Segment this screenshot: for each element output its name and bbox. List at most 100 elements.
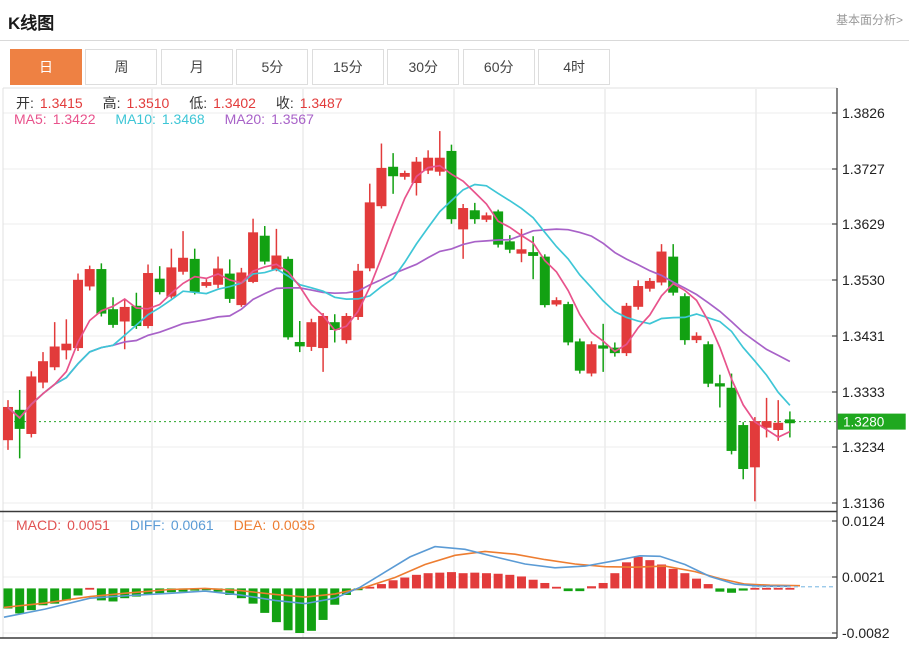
macd-histogram-bar <box>528 579 538 589</box>
diff-line <box>3 545 790 618</box>
ma20-label: MA20: <box>224 111 266 127</box>
tab-week[interactable]: 周 <box>85 49 158 85</box>
candle-body <box>481 215 492 220</box>
macd-legend: MACD: 0.0051 DIFF: 0.0061 DEA: 0.0035 <box>16 517 321 533</box>
candle-body <box>248 232 259 282</box>
macd-histogram-bar <box>166 588 176 593</box>
candle-body <box>189 258 200 293</box>
macd-histogram-bar <box>516 576 526 589</box>
candle-body <box>539 256 550 306</box>
macd-histogram-bar <box>657 564 667 589</box>
candle-body <box>516 249 527 254</box>
macd-histogram-bar <box>762 587 772 590</box>
macd-histogram-bar <box>481 573 491 589</box>
candle-body <box>668 256 679 293</box>
low-value: 1.3402 <box>213 95 256 111</box>
candle-body <box>49 346 60 368</box>
ma10-value: 1.3468 <box>161 111 205 127</box>
macd-axis-label: -0.0082 <box>842 625 890 641</box>
macd-histogram-bar <box>260 588 270 613</box>
macd-histogram-bar <box>271 588 281 623</box>
macd-histogram-bar <box>738 588 748 591</box>
macd-histogram-bar <box>85 587 95 590</box>
macd-histogram-bar <box>587 586 596 589</box>
macd-histogram-bar <box>248 588 258 604</box>
macd-histogram-bar <box>610 573 620 589</box>
ma5-value: 1.3422 <box>52 111 96 127</box>
candle-body <box>108 309 119 325</box>
macd-histogram-bar <box>61 588 71 601</box>
candle-body <box>446 150 457 220</box>
price-axis-label: 1.3826 <box>842 105 885 121</box>
candle-body <box>493 211 504 245</box>
period-tab-bar: 日 周 月 5分 15分 30分 60分 4时 <box>10 49 611 85</box>
candle-body <box>423 157 434 171</box>
macd-histogram-bar <box>458 573 468 589</box>
macd-histogram-bar <box>178 588 188 592</box>
macd-value: 0.0051 <box>67 517 110 533</box>
candle-body <box>528 252 539 256</box>
high-label: 高: <box>102 95 121 111</box>
candle-body <box>411 161 422 184</box>
price-axis-label: 1.3727 <box>842 161 885 177</box>
macd-histogram-bar <box>50 588 60 604</box>
macd-histogram-bar <box>423 573 433 589</box>
diff-label: DIFF: <box>129 517 165 533</box>
macd-histogram-bar <box>15 588 25 614</box>
candle-body <box>784 419 795 424</box>
macd-histogram-bar <box>73 588 83 596</box>
tab-15min[interactable]: 15分 <box>311 49 384 85</box>
close-value: 1.3487 <box>299 95 343 111</box>
price-axis-label: 1.3234 <box>842 439 885 455</box>
price-axis-label: 1.3629 <box>842 216 885 232</box>
high-value: 1.3510 <box>126 95 170 111</box>
candle-body <box>399 172 410 177</box>
candle-body <box>458 208 469 230</box>
candle-body <box>61 343 72 351</box>
tab-month[interactable]: 月 <box>160 49 233 85</box>
candle-body <box>143 273 154 327</box>
macd-histogram-bar <box>365 586 375 589</box>
candle-body <box>726 387 737 451</box>
tab-60min[interactable]: 60分 <box>462 49 535 85</box>
tab-30min[interactable]: 30分 <box>387 49 460 85</box>
macd-histogram-bar <box>38 588 48 606</box>
current-price-badge <box>837 413 906 430</box>
open-label: 开: <box>16 95 34 111</box>
macd-histogram-bar <box>633 556 643 589</box>
candle-body <box>761 421 772 428</box>
macd-histogram-bar <box>283 588 293 631</box>
candle-body <box>376 167 387 207</box>
candle-body <box>469 210 480 220</box>
macd-histogram-bar <box>668 568 678 589</box>
candle-body <box>318 315 329 349</box>
macd-histogram-bar <box>295 588 305 633</box>
ma10-label: MA10: <box>115 111 156 127</box>
dea-label: DEA: <box>233 517 267 533</box>
macd-histogram-bar <box>563 588 573 592</box>
candle-body <box>201 282 212 286</box>
ma5-line <box>7 164 791 439</box>
current-price-badge-label: 1.3280 <box>843 415 884 430</box>
tab-5min[interactable]: 5分 <box>236 49 309 85</box>
candle-body <box>213 268 224 285</box>
fundamental-analysis-link[interactable]: 基本面分析> <box>835 13 903 27</box>
macd-histogram-bar <box>26 588 36 611</box>
candle-body <box>586 344 597 374</box>
candle-body <box>259 235 270 262</box>
candle-body <box>703 344 714 384</box>
tab-4hour[interactable]: 4时 <box>538 49 611 85</box>
candle-body <box>119 306 130 322</box>
candle-body <box>14 409 25 429</box>
macd-axis-label: 0.0124 <box>842 513 885 529</box>
macd-histogram-bar <box>773 587 783 590</box>
ma-legend: MA5: 1.3422 MA10: 1.3468 MA20: 1.3567 <box>14 111 320 127</box>
page-title: K线图 <box>8 14 55 33</box>
candle-body <box>691 335 702 341</box>
candle-body <box>283 258 294 338</box>
macd-histogram-bar <box>692 578 702 589</box>
open-value: 1.3415 <box>39 95 83 111</box>
tab-day[interactable]: 日 <box>10 49 82 85</box>
candle-body <box>364 202 375 269</box>
